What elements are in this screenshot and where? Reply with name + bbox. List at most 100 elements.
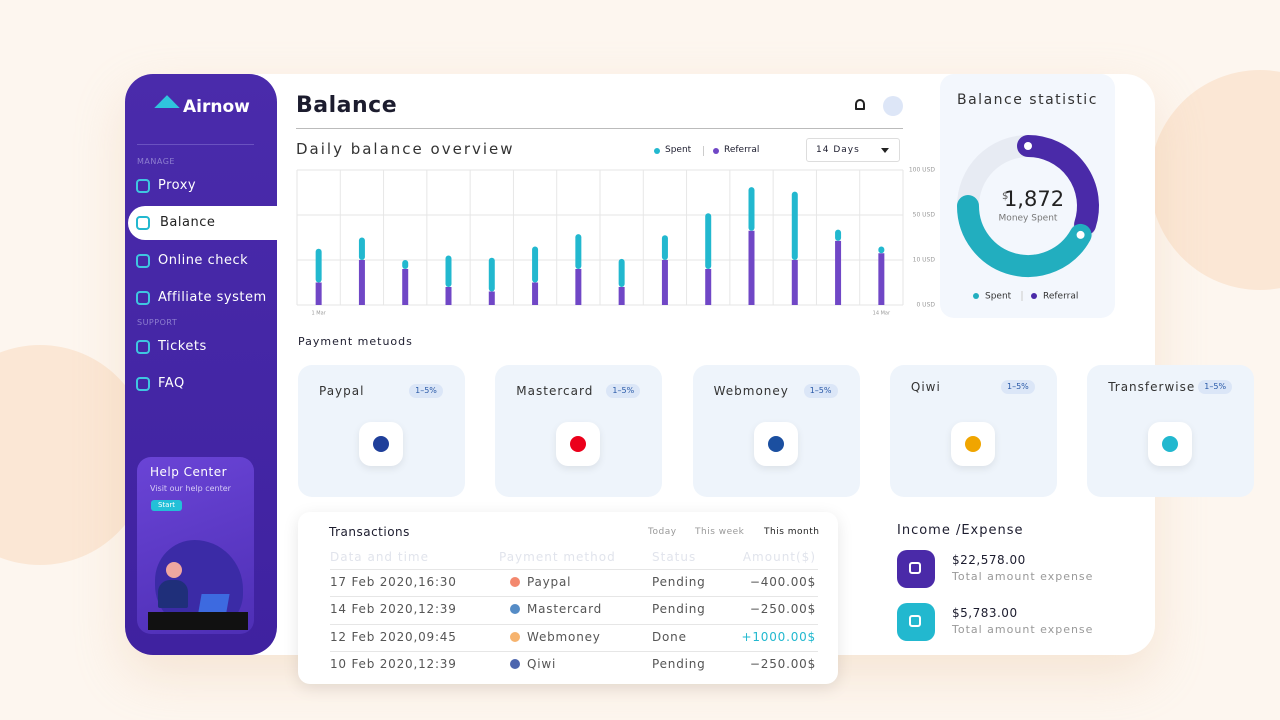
row-divider: [330, 650, 818, 652]
cell: Pending: [652, 656, 706, 671]
income-icon-glyph: [909, 615, 921, 627]
help-button[interactable]: Start: [151, 500, 182, 511]
caret: [881, 148, 889, 153]
nav-item[interactable]: Tickets: [158, 339, 207, 354]
nav-item[interactable]: Balance: [160, 215, 216, 230]
income-amount: $22,578.00: [952, 553, 1026, 567]
cell: 17 Feb 2020,16:30: [330, 575, 457, 589]
payment-icon: [570, 436, 587, 452]
tab[interactable]: Today: [648, 527, 677, 537]
donut-value: 1,872: [1004, 187, 1064, 211]
bar-segment: [835, 229, 842, 241]
fee-badge: 1–5%: [1198, 380, 1233, 394]
donut-currency: $: [1002, 191, 1008, 202]
column-header: Payment method: [499, 550, 616, 564]
transactions-card: [298, 512, 838, 684]
payment-name: Mastercard: [516, 384, 594, 398]
bar-segment: [705, 269, 712, 305]
bar-segment: [488, 291, 495, 305]
cell: Done: [652, 629, 687, 644]
nav-icon: [136, 377, 150, 391]
payment-name: Webmoney: [713, 384, 789, 398]
fee-badge: 1–5%: [409, 384, 443, 398]
bar-segment: [661, 235, 668, 260]
method-icon: [510, 631, 520, 642]
section-label: MANAGE: [137, 157, 175, 166]
donut-dot: [1076, 230, 1085, 239]
y-tick-label: 0 USD: [916, 302, 935, 309]
bar-segment: [748, 187, 755, 231]
cell: Pending: [652, 575, 706, 589]
bar-segment: [445, 255, 452, 287]
nav-item[interactable]: Affiliate system: [158, 290, 267, 305]
bar-segment: [835, 240, 842, 305]
bell-icon[interactable]: [855, 99, 865, 110]
bar-segment: [791, 191, 798, 260]
logo: Airnow: [183, 97, 250, 117]
payment-name: Qiwi: [910, 380, 941, 394]
tab[interactable]: This week: [695, 527, 745, 537]
bar-segment: [748, 230, 755, 305]
section-label: SUPPORT: [137, 318, 178, 327]
bar-segment: [878, 253, 885, 305]
method-icon: [510, 577, 520, 587]
y-tick-label: 10 USD: [913, 257, 936, 264]
y-tick-label: 100 USD: [909, 167, 936, 174]
cell: Pending: [652, 602, 706, 617]
bar-segment: [358, 260, 365, 305]
row-divider: [330, 596, 818, 598]
income-title: Income /Expense: [897, 523, 1024, 538]
cell: 14 Feb 2020,12:39: [330, 602, 457, 617]
cell: +1000.00$: [741, 629, 816, 644]
legend-dot: [713, 148, 719, 154]
bar-segment: [705, 213, 712, 269]
payment-name: Transferwise: [1108, 380, 1196, 394]
bar-segment: [878, 246, 885, 254]
person: [166, 562, 182, 578]
fee-badge: 1–5%: [606, 384, 641, 398]
income-icon: [897, 550, 935, 588]
legend-label: Spent: [665, 145, 692, 155]
y-tick-label: 50 USD: [913, 212, 936, 219]
bar-segment: [402, 260, 409, 269]
chart-title: Daily balance overview: [296, 140, 515, 158]
cell: −250.00$: [749, 602, 816, 617]
legend-sep: [703, 146, 704, 156]
fee-badge: 1–5%: [1000, 380, 1035, 394]
nav-icon: [136, 291, 150, 305]
payment-icon: [964, 436, 981, 452]
column-header: Status: [652, 550, 697, 564]
active-pill: [128, 206, 277, 240]
nav-item[interactable]: Proxy: [158, 178, 197, 193]
donut-segment: [1017, 135, 1099, 236]
legend-dot: [973, 293, 979, 299]
cell: Paypal: [527, 575, 572, 589]
payment-icon: [1162, 436, 1179, 452]
income-label: Total amount expense: [952, 570, 1094, 583]
range-select[interactable]: [806, 138, 900, 162]
help-title: Help Center: [150, 465, 228, 479]
payment-icon: [373, 436, 389, 452]
legend-label: Referral: [724, 145, 760, 155]
bar-segment: [532, 246, 539, 283]
nav-item[interactable]: Online check: [158, 253, 249, 268]
income-amount: $5,783.00: [952, 606, 1018, 620]
avatar[interactable]: [883, 96, 903, 116]
desk: [148, 612, 248, 630]
bar-segment: [358, 237, 365, 260]
tab[interactable]: This month: [764, 527, 820, 537]
bar-segment: [445, 287, 452, 305]
help-text: Visit our help center: [150, 484, 231, 493]
donut-segment: [957, 195, 1092, 277]
person-body: [158, 580, 188, 608]
cell: Mastercard: [527, 602, 603, 617]
bar-segment: [575, 269, 582, 305]
stat-title: Balance statistic: [957, 92, 1098, 108]
nav-item[interactable]: FAQ: [158, 376, 185, 391]
cell: 12 Feb 2020,09:45: [330, 629, 457, 644]
bar-segment: [618, 258, 625, 287]
bar-segment: [488, 257, 495, 292]
income-icon-glyph: [909, 562, 921, 574]
fee-badge: 1–5%: [803, 384, 838, 398]
